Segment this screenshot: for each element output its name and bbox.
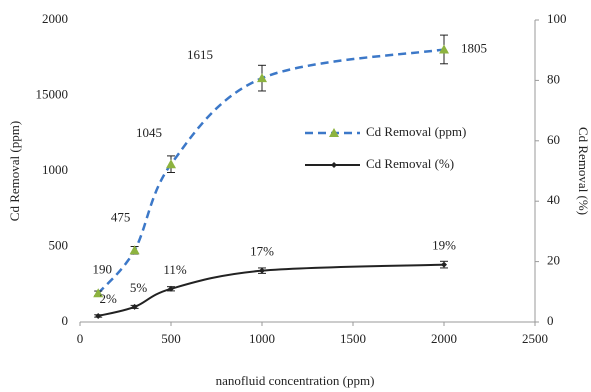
data-label: 1615 (187, 47, 213, 62)
y2-tick-label: 80 (547, 71, 560, 86)
y-axis-title: Cd Removal (ppm) (7, 121, 22, 221)
y-tick-label: 1000 (42, 162, 68, 177)
y-tick-label: 15000 (36, 86, 69, 101)
data-label: 5% (130, 280, 148, 295)
data-label: 2% (100, 291, 118, 306)
data-label: 1045 (136, 125, 162, 140)
data-label: 19% (432, 238, 456, 253)
data-label: 1805 (461, 40, 487, 55)
legend-label: Cd Removal (ppm) (366, 124, 466, 139)
x-tick-label: 2000 (431, 331, 457, 346)
marker (93, 288, 104, 298)
marker (166, 159, 176, 169)
y2-tick-label: 20 (547, 253, 560, 268)
y-tick-label: 500 (49, 237, 69, 252)
marker (131, 303, 138, 310)
marker (441, 261, 447, 268)
legend-marker (331, 162, 337, 168)
y2-tick-label: 60 (547, 132, 560, 147)
legend-marker (329, 128, 339, 137)
series-line (97, 263, 445, 317)
marker (439, 44, 449, 54)
marker (95, 312, 102, 319)
x-tick-label: 500 (161, 331, 181, 346)
x-tick-label: 1000 (249, 331, 275, 346)
y-tick-label: 0 (62, 313, 69, 328)
marker (257, 73, 267, 83)
x-tick-label: 0 (77, 331, 84, 346)
y2-tick-label: 100 (547, 11, 567, 26)
marker (168, 285, 174, 292)
x-tick-label: 1500 (340, 331, 366, 346)
data-label: 190 (92, 261, 112, 276)
y2-axis-title: Cd Removal (%) (576, 127, 591, 215)
legend-label: Cd Removal (%) (366, 156, 454, 171)
x-tick-label: 2500 (522, 331, 548, 346)
data-label: 11% (163, 262, 187, 277)
y2-tick-label: 40 (547, 192, 560, 207)
marker (129, 245, 140, 255)
data-label: 475 (111, 209, 131, 224)
marker (259, 267, 265, 274)
y-tick-label: 2000 (42, 11, 68, 26)
data-label: 17% (250, 244, 274, 259)
x-axis-title: nanofluid concentration (ppm) (216, 373, 375, 388)
y2-tick-label: 0 (547, 313, 554, 328)
